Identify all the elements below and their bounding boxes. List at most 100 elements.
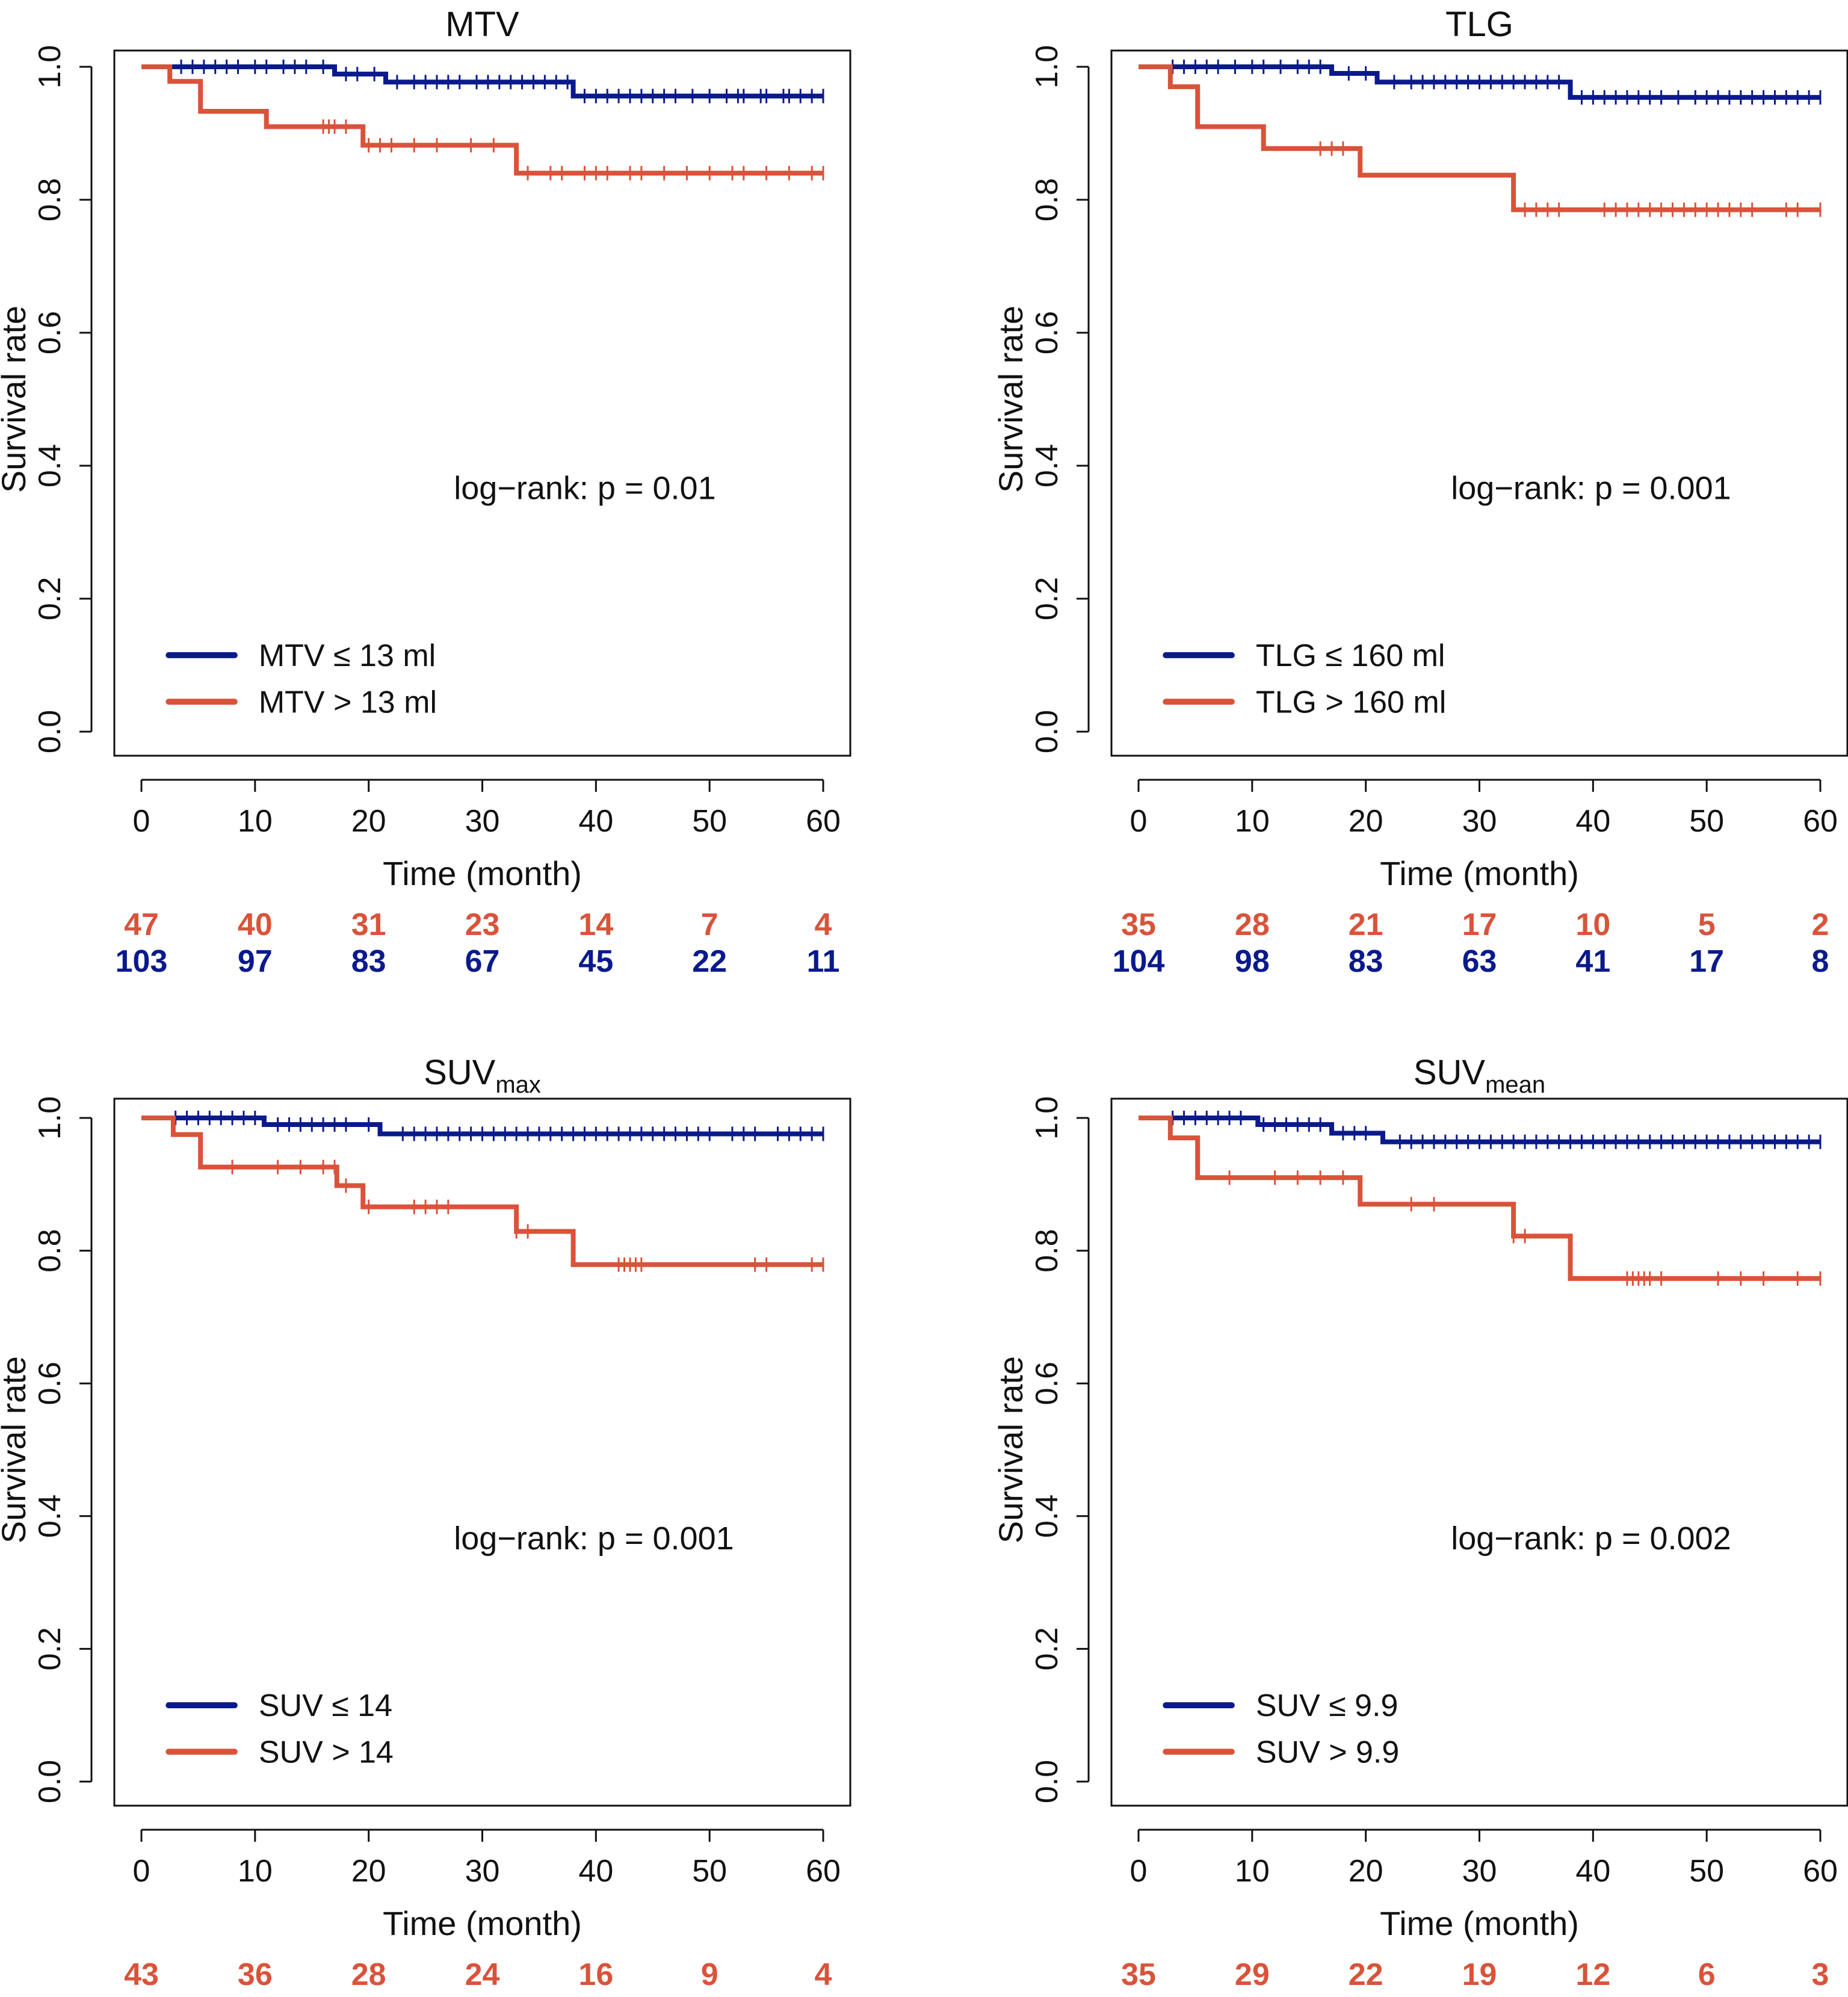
risk-count-high: 28 [1235, 907, 1270, 942]
y-tick-label: 1.0 [1030, 45, 1065, 88]
x-tick-label: 30 [1462, 1854, 1497, 1889]
x-tick-label: 50 [1689, 1854, 1724, 1889]
y-axis-title: Survival rate [0, 306, 32, 493]
km-panel-4: SUVmean 0 10 20 30 40 50 60 Time (month) 0.0 0.2 0.… [992, 1053, 1848, 1997]
risk-count-high: 4 [815, 907, 832, 942]
x-tick-label: 0 [133, 804, 150, 839]
y-tick-label: 0.2 [32, 577, 67, 620]
y-tick-label: 0.6 [32, 311, 67, 354]
x-tick-label: 50 [692, 1854, 727, 1889]
y-tick-label: 0.8 [32, 178, 67, 221]
risk-count-high: 28 [351, 1957, 386, 1992]
risk-count-high: 4 [815, 1957, 832, 1992]
risk-count-high: 12 [1575, 1957, 1610, 1992]
risk-count-high: 7 [701, 907, 718, 942]
survival-curve-low [1139, 64, 1820, 100]
x-tick-label: 0 [1130, 804, 1148, 839]
legend-label: SUV ≤ 9.9 [1256, 1688, 1398, 1723]
risk-count-high: 36 [238, 1957, 273, 1992]
x-tick-label: 40 [1575, 804, 1610, 839]
y-tick-label: 1.0 [32, 45, 67, 88]
risk-count-low: 104 [1113, 944, 1165, 979]
risk-count-low: 83 [1349, 944, 1383, 979]
risk-count-high: 29 [1235, 1957, 1270, 1992]
risk-count-low: 90 [238, 1994, 273, 1997]
y-axis-title: Survival rate [0, 1356, 32, 1543]
survival-curve-high [1139, 1116, 1820, 1281]
plot-frame [113, 49, 851, 757]
y-tick-label: 0.4 [32, 444, 67, 487]
risk-count-low: 98 [1235, 944, 1270, 979]
risk-count-low: 97 [238, 944, 273, 979]
survival-curve-low [1139, 1116, 1820, 1144]
risk-count-low: 22 [692, 944, 727, 979]
x-tick-label: 0 [1130, 1854, 1148, 1889]
x-tick-label: 30 [465, 1854, 500, 1889]
y-tick-label: 0.8 [1030, 178, 1065, 221]
plot-frame [1110, 1097, 1848, 1807]
risk-count-high: 43 [124, 1957, 159, 1992]
y-tick-label: 0.6 [1030, 311, 1065, 354]
risk-count-high: 21 [1349, 907, 1383, 942]
y-tick-label: 0.2 [1030, 1627, 1065, 1670]
y-tick-label: 0.4 [32, 1495, 67, 1538]
x-axis-title: Time (month) [1380, 854, 1579, 892]
y-tick-label: 0.8 [1030, 1229, 1065, 1272]
risk-count-low: 41 [1575, 944, 1610, 979]
risk-count-low: 103 [116, 944, 168, 979]
chart-title: MTV [445, 5, 519, 44]
risk-count-high: 22 [1349, 1957, 1383, 1992]
x-tick-label: 30 [1462, 804, 1497, 839]
y-tick-label: 1.0 [1030, 1096, 1065, 1140]
km-panel-3: SUVmax 0 10 20 30 40 50 60 Time (month) 0.0 0.2 0.4… [0, 1053, 851, 1997]
risk-count-high: 14 [578, 907, 613, 942]
km-panel-1: MTV 0 10 20 30 40 50 60 Time (month) 0.0 0.2 0.4 0.6… [0, 5, 851, 979]
y-tick-label: 0.4 [1030, 444, 1065, 487]
x-tick-label: 40 [578, 804, 613, 839]
risk-count-high: 35 [1121, 1957, 1156, 1992]
x-axis-title: Time (month) [1380, 1904, 1579, 1942]
x-tick-label: 20 [1349, 1854, 1383, 1889]
risk-count-low: 16 [1689, 1994, 1724, 1997]
legend-label: TLG > 160 ml [1256, 685, 1446, 720]
risk-count-low: 8 [1812, 944, 1829, 979]
x-tick-label: 60 [806, 1854, 841, 1889]
legend-label: SUV > 14 [259, 1735, 394, 1770]
risk-count-low: 39 [1575, 1994, 1610, 1997]
x-tick-label: 20 [1349, 804, 1383, 839]
y-axis-title: Survival rate [992, 1356, 1030, 1543]
y-tick-label: 1.0 [32, 1096, 67, 1140]
risk-count-low: 7 [1812, 1994, 1829, 1997]
risk-count-high: 3 [1812, 1957, 1829, 1992]
survival-curve-low [141, 64, 823, 99]
risk-count-high: 9 [701, 1957, 718, 1992]
risk-count-high: 19 [1462, 1957, 1497, 1992]
survival-curve-high [141, 64, 823, 176]
chart-title-main: SUV [1414, 1053, 1486, 1092]
chart-title-sub: mean [1485, 1072, 1545, 1098]
y-tick-label: 0.0 [1030, 1760, 1065, 1803]
risk-count-low: 83 [351, 944, 386, 979]
x-tick-label: 40 [578, 1854, 613, 1889]
risk-count-low: 61 [1462, 1994, 1497, 1997]
x-tick-label: 10 [238, 1854, 273, 1889]
y-tick-label: 0.2 [32, 1627, 67, 1670]
x-axis-title: Time (month) [383, 854, 582, 892]
log-rank-annotation: log−rank: p = 0.001 [454, 1520, 734, 1557]
risk-count-low: 13 [692, 1994, 727, 1997]
chart-title: SUVmean [1414, 1053, 1545, 1098]
risk-count-low: 6 [815, 1994, 832, 1997]
chart-title: SUVmax [424, 1053, 541, 1098]
x-tick-label: 60 [806, 804, 841, 839]
y-tick-label: 0.0 [1030, 710, 1065, 753]
risk-count-low: 104 [1113, 1994, 1165, 1997]
x-tick-label: 20 [351, 804, 386, 839]
risk-count-low: 82 [1349, 1994, 1383, 1997]
risk-count-high: 24 [465, 1957, 500, 1992]
risk-count-low: 96 [124, 1994, 159, 1997]
survival-curve-high [1139, 64, 1820, 212]
y-tick-label: 0.6 [32, 1362, 67, 1405]
legend-label: MTV ≤ 13 ml [259, 638, 436, 673]
risk-count-low: 45 [578, 944, 613, 979]
